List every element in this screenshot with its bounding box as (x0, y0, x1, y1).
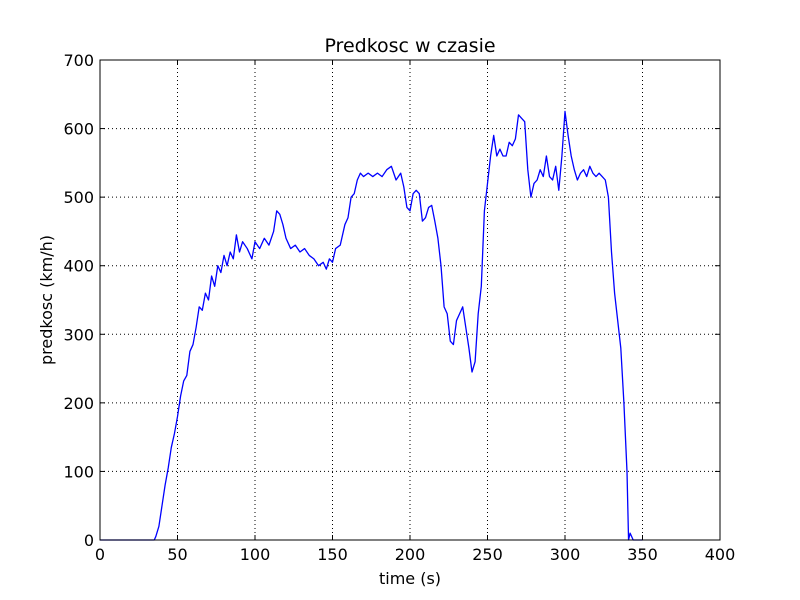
y-tick-label: 500 (63, 188, 94, 207)
y-tick-label: 100 (63, 462, 94, 481)
x-tick-label: 150 (317, 545, 348, 564)
x-tick-label: 50 (167, 545, 187, 564)
y-axis-label: predkosc (km/h) (37, 235, 56, 365)
x-tick-label: 400 (705, 545, 736, 564)
y-tick-label: 400 (63, 257, 94, 276)
axes-frame (99, 59, 721, 541)
x-tick-label: 350 (627, 545, 658, 564)
y-tick-label: 300 (63, 325, 94, 344)
x-tick-label: 0 (95, 545, 105, 564)
x-axis-label: time (s) (379, 569, 441, 588)
y-tick-label: 700 (63, 51, 94, 70)
x-tick-label: 300 (550, 545, 581, 564)
y-tick-label: 600 (63, 120, 94, 139)
x-tick-label: 200 (395, 545, 426, 564)
x-tick-label: 250 (472, 545, 503, 564)
y-tick-label: 0 (84, 531, 94, 550)
y-tick-label: 200 (63, 394, 94, 413)
data-line (100, 110, 643, 541)
x-tick-label: 100 (240, 545, 271, 564)
chart-title: Predkosc w czasie (324, 35, 495, 57)
